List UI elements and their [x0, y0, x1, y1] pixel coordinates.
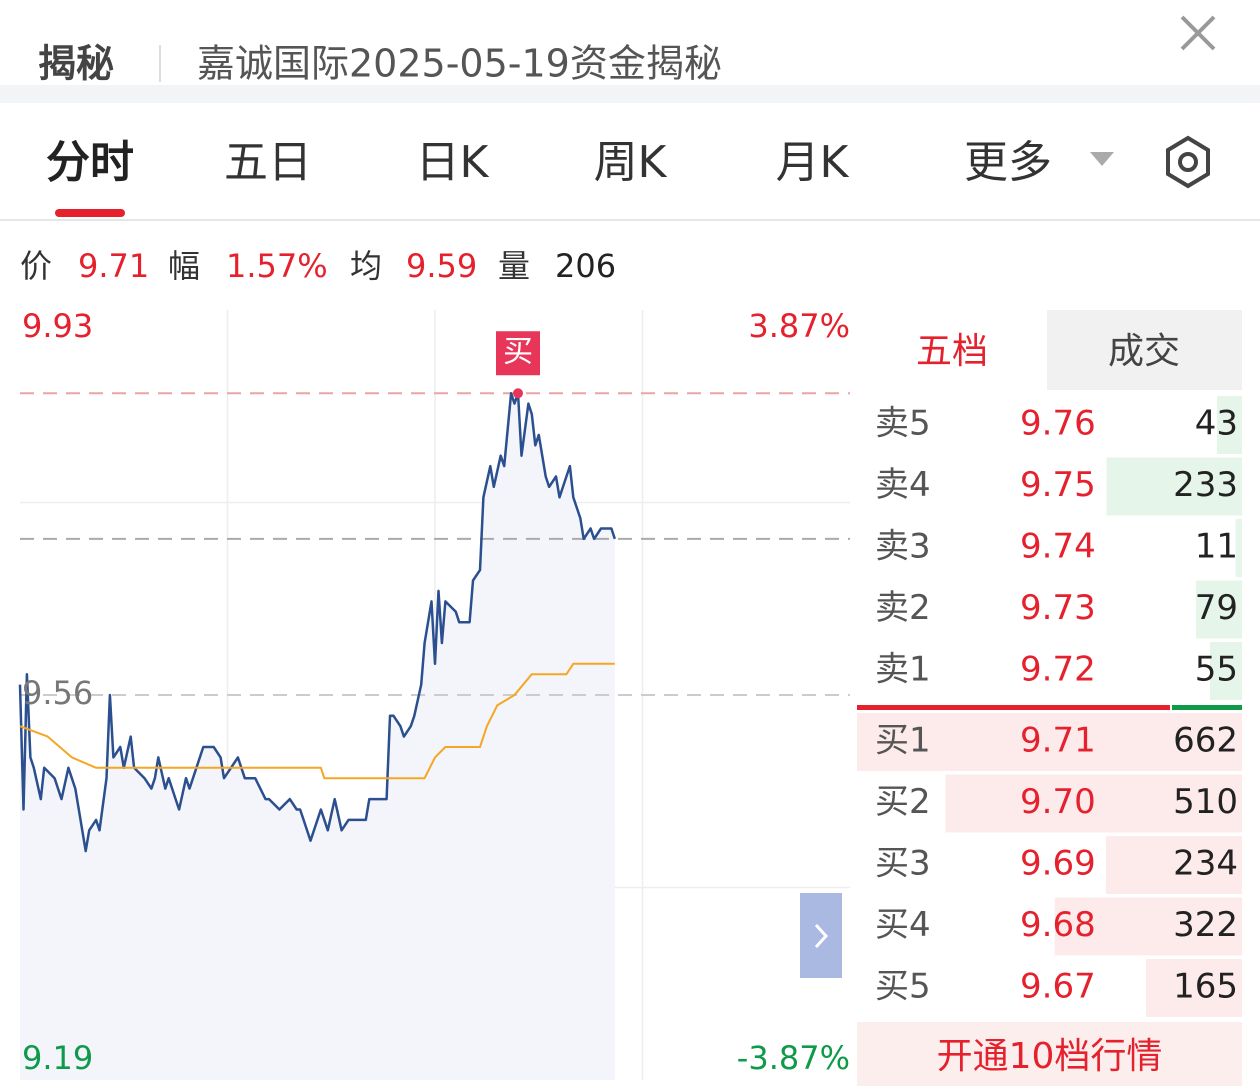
tab-underline — [55, 209, 125, 217]
book-volume: 322 — [1173, 905, 1238, 945]
book-volume: 662 — [1173, 721, 1238, 761]
quote-value: 9.59 — [406, 247, 477, 285]
quote-label: 幅 — [168, 247, 200, 285]
quote-label: 均 — [350, 247, 382, 285]
volume-bar — [1210, 642, 1242, 700]
buy-marker-dot — [513, 388, 523, 399]
quote-label: 量 — [498, 247, 530, 285]
quote-value: 9.71 — [78, 247, 149, 285]
header-title: 嘉诚国际2025-05-19资金揭秘 — [197, 42, 722, 86]
book-price: 9.75 — [1020, 465, 1096, 505]
book-volume: 234 — [1173, 844, 1238, 884]
tab[interactable]: 日K — [416, 137, 490, 188]
volume-bar — [1196, 580, 1242, 639]
average-line — [19, 662, 615, 780]
book-volume: 11 — [1195, 527, 1238, 567]
tab[interactable]: 周K — [594, 137, 668, 188]
book-label: 买1 — [875, 721, 931, 761]
settings-icon[interactable] — [1166, 135, 1210, 189]
volume-bar — [1105, 836, 1242, 894]
volume-bar — [1235, 519, 1242, 577]
book-price: 9.76 — [1020, 404, 1096, 444]
book-label: 买3 — [875, 844, 931, 884]
tab[interactable]: 五日 — [224, 137, 312, 188]
book-label: 卖5 — [875, 404, 931, 444]
book-volume: 233 — [1173, 465, 1238, 505]
book-volume: 43 — [1195, 404, 1238, 444]
volume-bar — [1146, 959, 1242, 1017]
book-label: 买5 — [875, 967, 931, 1007]
book-tab-bg — [1047, 310, 1242, 390]
buy-marker-label: 买 — [503, 335, 533, 370]
book-price: 9.73 — [1020, 588, 1096, 628]
book-tab[interactable]: 五档 — [916, 331, 988, 372]
tab[interactable]: 月K — [776, 137, 850, 188]
y-tick-label: 9.93 — [22, 307, 93, 345]
volume-bar — [1106, 457, 1242, 516]
header-band — [0, 85, 1260, 103]
upgrade-button[interactable] — [857, 1022, 1242, 1086]
dropdown-arrow[interactable] — [1090, 152, 1114, 166]
book-label: 卖2 — [875, 588, 931, 628]
quote-value: 1.57% — [226, 247, 328, 285]
y2-tick-label: -3.87% — [737, 1039, 850, 1077]
book-price: 9.67 — [1020, 967, 1096, 1007]
book-label: 买2 — [875, 782, 931, 822]
book-price: 9.74 — [1020, 527, 1096, 567]
quote-value: 206 — [555, 247, 616, 285]
volume-bar — [1216, 396, 1242, 454]
volume-bar — [1054, 897, 1242, 956]
tab[interactable]: 更多 — [964, 137, 1052, 188]
book-label: 卖4 — [875, 465, 931, 505]
bid-ratio-bar — [857, 705, 1170, 710]
book-label: 卖1 — [875, 650, 931, 690]
book-tab[interactable]: 成交 — [1108, 331, 1180, 372]
book-volume: 165 — [1173, 967, 1238, 1007]
header-tab[interactable]: 揭秘 — [38, 42, 114, 86]
book-volume: 510 — [1173, 782, 1238, 822]
chart: 9.93 9.56 9.19 3.87% -3.87% 买 — [18, 307, 850, 1080]
price-line — [18, 391, 616, 853]
buy-marker-box — [496, 331, 540, 376]
ask-ratio-bar — [1171, 705, 1242, 710]
book-price: 9.70 — [1020, 782, 1096, 822]
price-area — [20, 393, 615, 1080]
book-price: 9.72 — [1020, 650, 1096, 690]
tab[interactable]: 分时 — [46, 137, 134, 188]
volume-bar — [857, 713, 1242, 771]
close-button[interactable] — [1180, 15, 1216, 51]
y-tick-label: 9.56 — [22, 674, 93, 712]
chevron — [814, 923, 829, 949]
quote-label: 价 — [20, 247, 52, 285]
expand-button[interactable] — [800, 893, 842, 978]
y2-tick-label: 3.87% — [748, 307, 850, 345]
book-volume: 79 — [1195, 588, 1238, 628]
upgrade-button-label: 开通10档行情 — [937, 1036, 1163, 1077]
book-price: 9.71 — [1020, 721, 1096, 761]
volume-bar — [945, 774, 1242, 833]
book-price: 9.68 — [1020, 905, 1096, 945]
book-volume: 55 — [1195, 650, 1238, 690]
book-label: 买4 — [875, 905, 931, 945]
book-price: 9.69 — [1020, 844, 1096, 884]
book-label: 卖3 — [875, 527, 931, 567]
y-tick-label: 9.19 — [22, 1039, 93, 1077]
